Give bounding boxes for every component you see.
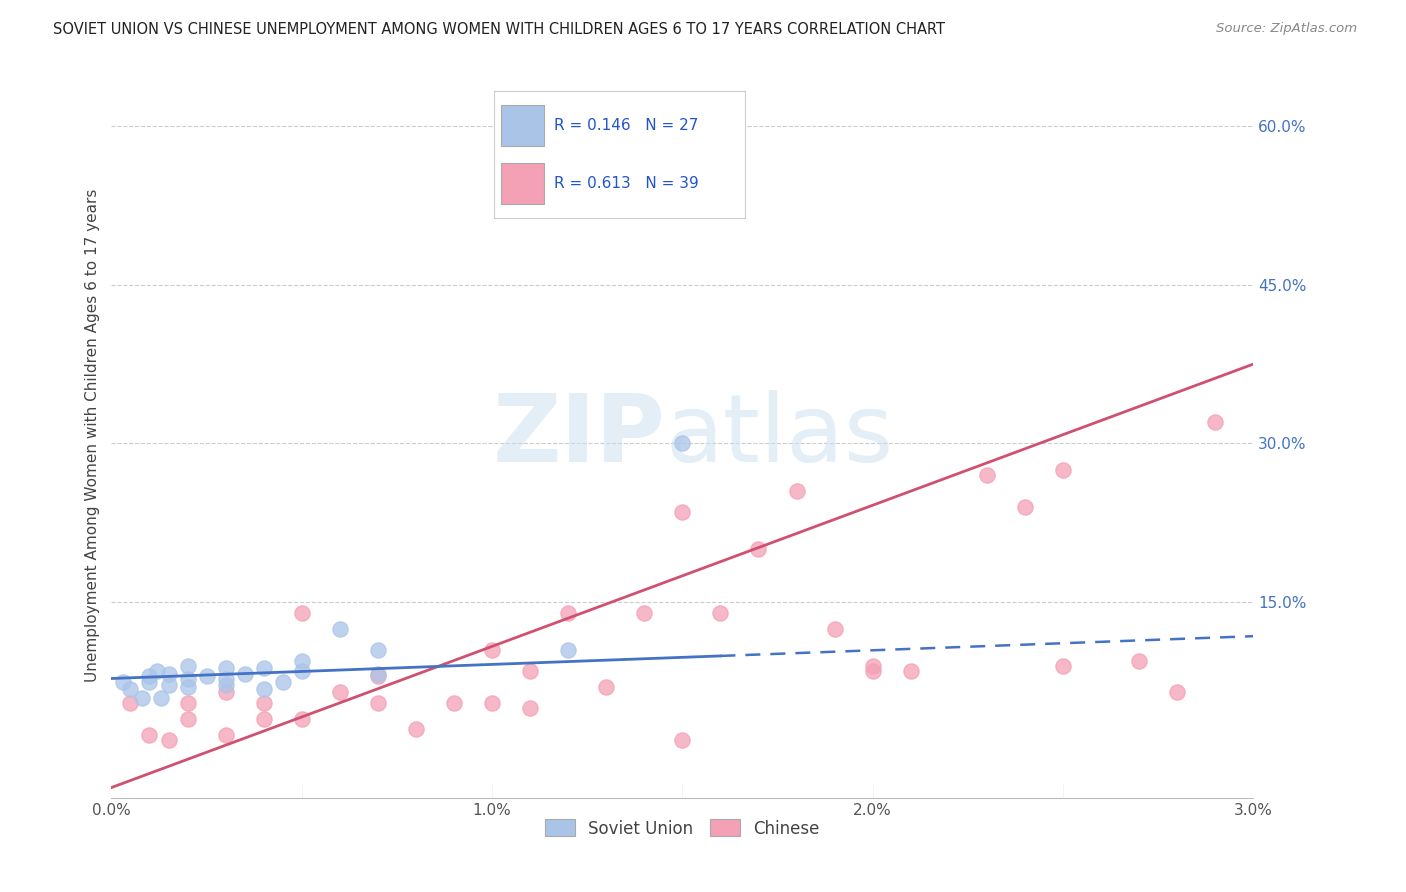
- Point: [1128, 653, 1150, 667]
- Point: [1052, 463, 1074, 477]
- Point: [214, 728, 236, 742]
- Point: [1166, 685, 1188, 699]
- Point: [233, 667, 256, 681]
- Point: [253, 661, 276, 675]
- Point: [443, 696, 465, 710]
- Point: [157, 678, 180, 692]
- Point: [595, 680, 617, 694]
- Point: [367, 669, 389, 683]
- Point: [329, 685, 352, 699]
- Point: [214, 678, 236, 692]
- Point: [1052, 658, 1074, 673]
- Point: [862, 664, 884, 678]
- Point: [329, 622, 352, 636]
- Point: [786, 484, 808, 499]
- Point: [671, 733, 693, 747]
- Point: [824, 622, 846, 636]
- Point: [367, 696, 389, 710]
- Text: SOVIET UNION VS CHINESE UNEMPLOYMENT AMONG WOMEN WITH CHILDREN AGES 6 TO 17 YEAR: SOVIET UNION VS CHINESE UNEMPLOYMENT AMO…: [53, 22, 945, 37]
- Point: [149, 690, 172, 705]
- Point: [195, 669, 218, 683]
- Point: [633, 606, 655, 620]
- Legend: Soviet Union, Chinese: Soviet Union, Chinese: [538, 813, 827, 844]
- Point: [557, 606, 579, 620]
- Point: [146, 664, 169, 678]
- Point: [214, 661, 236, 675]
- Point: [253, 696, 276, 710]
- Point: [1204, 415, 1226, 429]
- Point: [367, 643, 389, 657]
- Point: [176, 658, 198, 673]
- Point: [481, 696, 503, 710]
- Point: [111, 674, 134, 689]
- Point: [557, 643, 579, 657]
- Point: [1014, 500, 1036, 514]
- Point: [120, 696, 142, 710]
- Point: [671, 436, 693, 450]
- Point: [176, 672, 198, 686]
- Point: [157, 667, 180, 681]
- Point: [291, 712, 314, 726]
- Point: [519, 664, 541, 678]
- Point: [976, 468, 998, 483]
- Point: [291, 606, 314, 620]
- Point: [862, 658, 884, 673]
- Point: [747, 542, 769, 557]
- Point: [481, 643, 503, 657]
- Point: [138, 674, 160, 689]
- Point: [214, 672, 236, 686]
- Point: [900, 664, 922, 678]
- Point: [138, 669, 160, 683]
- Text: ZIP: ZIP: [492, 390, 665, 482]
- Point: [253, 682, 276, 697]
- Point: [214, 685, 236, 699]
- Point: [176, 696, 198, 710]
- Point: [253, 712, 276, 726]
- Point: [671, 505, 693, 519]
- Y-axis label: Unemployment Among Women with Children Ages 6 to 17 years: Unemployment Among Women with Children A…: [86, 189, 100, 682]
- Text: atlas: atlas: [665, 390, 893, 482]
- Point: [291, 664, 314, 678]
- Point: [405, 723, 427, 737]
- Point: [367, 667, 389, 681]
- Point: [157, 733, 180, 747]
- Point: [709, 606, 731, 620]
- Text: Source: ZipAtlas.com: Source: ZipAtlas.com: [1216, 22, 1357, 36]
- Point: [519, 701, 541, 715]
- Point: [138, 728, 160, 742]
- Point: [131, 690, 153, 705]
- Point: [176, 712, 198, 726]
- Point: [176, 680, 198, 694]
- Point: [291, 653, 314, 667]
- Point: [120, 682, 142, 697]
- Point: [271, 674, 294, 689]
